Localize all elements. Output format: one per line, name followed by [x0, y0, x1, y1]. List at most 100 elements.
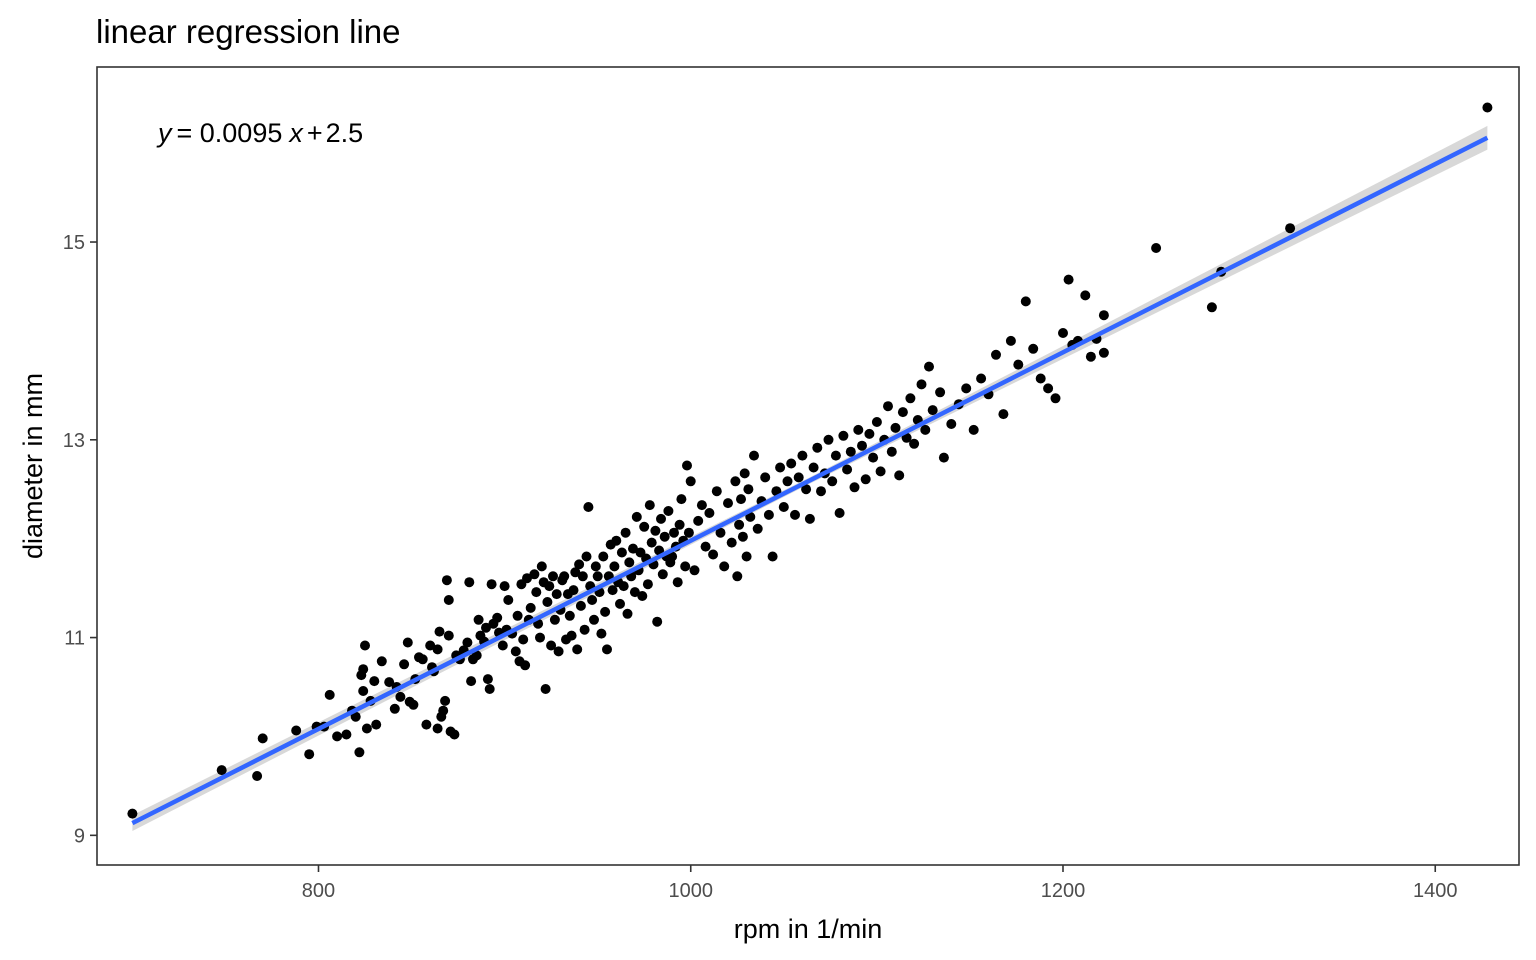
data-point [369, 676, 380, 687]
data-point [838, 430, 849, 441]
data-point [827, 476, 838, 487]
data-point [622, 608, 633, 619]
data-point [927, 405, 938, 416]
data-point [473, 614, 484, 625]
data-point [730, 476, 741, 487]
data-point [897, 407, 908, 418]
data-point [886, 446, 897, 457]
data-point [482, 674, 493, 685]
data-point [432, 644, 443, 655]
equation-intercept: 2.5 [326, 118, 364, 148]
data-point [644, 500, 655, 511]
data-point [600, 606, 611, 617]
data-point [484, 684, 495, 694]
data-point [1098, 310, 1109, 321]
data-point [1482, 102, 1493, 113]
data-point [656, 513, 666, 524]
data-point [360, 640, 370, 651]
data-point [546, 640, 557, 651]
data-point [358, 686, 369, 696]
data-point [544, 581, 555, 592]
data-point [842, 464, 853, 475]
data-point [583, 502, 594, 512]
data-point [542, 597, 553, 607]
data-point [525, 602, 536, 613]
x-tick-label: 800 [302, 880, 335, 902]
data-point [894, 470, 905, 481]
data-point [499, 581, 510, 592]
data-point [646, 537, 657, 548]
data-point [909, 438, 920, 449]
x-tick-label: 1400 [1413, 880, 1458, 902]
data-point [371, 719, 382, 730]
data-point [607, 585, 618, 596]
regression-equation: y = 0.0095 x +2.5 [156, 118, 363, 148]
data-point [432, 723, 443, 734]
chart-title: linear regression line [96, 13, 401, 50]
data-point [510, 646, 521, 657]
data-point [631, 511, 642, 522]
data-point [438, 705, 449, 716]
data-point [737, 531, 748, 542]
data-point [531, 587, 542, 598]
data-point [639, 521, 650, 532]
data-point [551, 589, 562, 600]
data-point [652, 616, 663, 627]
data-point [961, 383, 972, 394]
data-point [905, 393, 916, 404]
data-point [704, 508, 715, 518]
data-point [434, 626, 445, 637]
data-point [481, 622, 491, 633]
data-point [739, 468, 750, 479]
data-point [615, 598, 625, 609]
data-point [689, 565, 700, 576]
equation-plus: + [307, 118, 323, 148]
data-point [291, 725, 302, 736]
data-point [920, 424, 931, 435]
data-point [845, 446, 856, 457]
data-point [650, 525, 661, 536]
data-point [782, 476, 793, 487]
data-point [732, 571, 743, 582]
data-point [535, 632, 545, 643]
data-point [667, 551, 678, 562]
data-point [1151, 243, 1162, 253]
data-point [890, 422, 901, 433]
data-point [512, 610, 523, 621]
data-point [741, 551, 752, 562]
data-point [801, 484, 812, 495]
data-point [1085, 351, 1096, 362]
data-point [669, 527, 679, 538]
x-tick-label: 1200 [1041, 880, 1086, 902]
data-point [1058, 328, 1068, 338]
data-point [924, 361, 934, 372]
equation-y-var: y [156, 118, 173, 148]
data-point [486, 579, 497, 590]
data-point [384, 677, 395, 688]
data-point [745, 511, 756, 522]
data-point [540, 684, 551, 694]
data-point [693, 515, 704, 526]
data-point [559, 571, 570, 582]
data-point [674, 519, 685, 530]
regression-line [131, 135, 1489, 826]
data-point [548, 571, 558, 582]
data-point [574, 559, 585, 570]
plot-panel-border [96, 66, 1520, 866]
y-tick-label: 15 [63, 232, 85, 254]
data-point [968, 424, 979, 435]
data-point [1028, 343, 1039, 354]
data-point [127, 808, 138, 819]
data-point [252, 771, 263, 781]
data-point [354, 747, 365, 758]
x-axis-title: rpm in 1/min [734, 914, 883, 944]
data-point [683, 527, 694, 538]
data-point [790, 509, 800, 520]
data-point [408, 699, 419, 710]
data-point [443, 595, 454, 605]
data-point [797, 450, 808, 461]
data-point [620, 527, 631, 538]
data-point [402, 637, 413, 648]
data-point [935, 387, 946, 398]
